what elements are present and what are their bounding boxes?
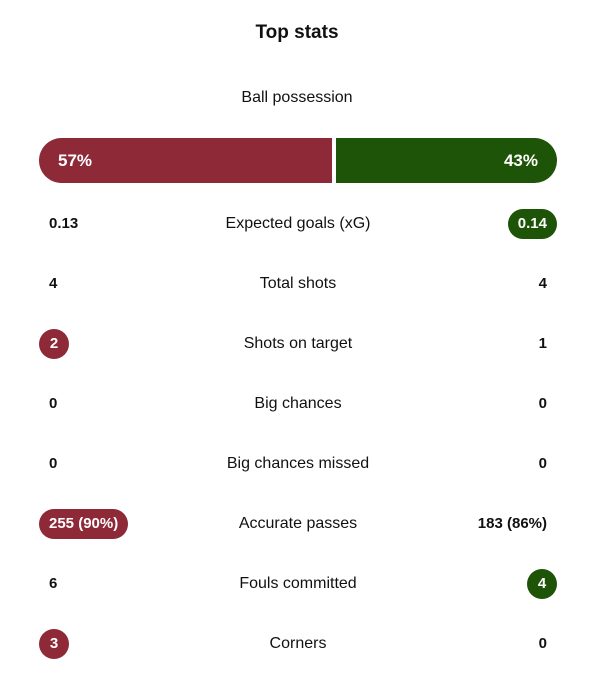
possession-away-segment: 43% [335, 138, 557, 183]
stat-away-value: 0.14 [507, 209, 557, 239]
stat-name: Accurate passes [238, 515, 358, 532]
stat-name: Shots on target [243, 335, 353, 352]
stat-row: 3 Corners 0 [39, 614, 557, 674]
stat-away-value: 1 [538, 335, 547, 352]
stat-name: Total shots [259, 275, 337, 292]
stat-away-value: 0 [538, 455, 547, 472]
possession-label: Ball possession [241, 89, 353, 106]
stat-name: Expected goals (xG) [225, 215, 371, 232]
possession-away-value: 43% [503, 150, 538, 170]
stat-away-value: 0 [538, 395, 547, 412]
stat-row: 0.13 Expected goals (xG) 0.14 [39, 194, 557, 254]
stat-home-value: 3 [39, 629, 69, 659]
possession-home-value: 57% [58, 150, 93, 170]
stat-row: 2 Shots on target 1 [39, 314, 557, 374]
stat-row: 255 (90%) Accurate passes 183 (86%) [39, 494, 557, 554]
section-title: Top stats [255, 22, 339, 43]
stat-name: Corners [269, 635, 327, 652]
stat-away-value: 183 (86%) [477, 515, 547, 532]
stat-home-value: 0.13 [49, 215, 79, 232]
stat-home-value: 255 (90%) [39, 509, 129, 539]
stat-home-value: 2 [39, 329, 69, 359]
stat-row: 6 Fouls committed 4 [39, 554, 557, 614]
stat-row: 0 Big chances 0 [39, 374, 557, 434]
possession-bar: 57% 43% [39, 138, 557, 183]
stat-away-value: 4 [527, 569, 557, 599]
stat-name: Fouls committed [239, 575, 357, 592]
stat-name: Big chances [254, 395, 342, 412]
stat-name: Big chances missed [226, 455, 370, 472]
possession-home-segment: 57% [39, 138, 332, 183]
stat-row: 0 Big chances missed 0 [39, 434, 557, 494]
stats-list: 0.13 Expected goals (xG) 0.14 4 Total shots 4… [39, 194, 557, 674]
stat-away-value: 0 [538, 635, 547, 652]
stat-home-value: 6 [49, 575, 58, 592]
stat-home-value: 0 [49, 395, 58, 412]
stat-row: 4 Total shots 4 [39, 254, 557, 314]
stat-home-value: 4 [49, 275, 58, 292]
stat-away-value: 4 [538, 275, 547, 292]
stat-home-value: 0 [49, 455, 58, 472]
